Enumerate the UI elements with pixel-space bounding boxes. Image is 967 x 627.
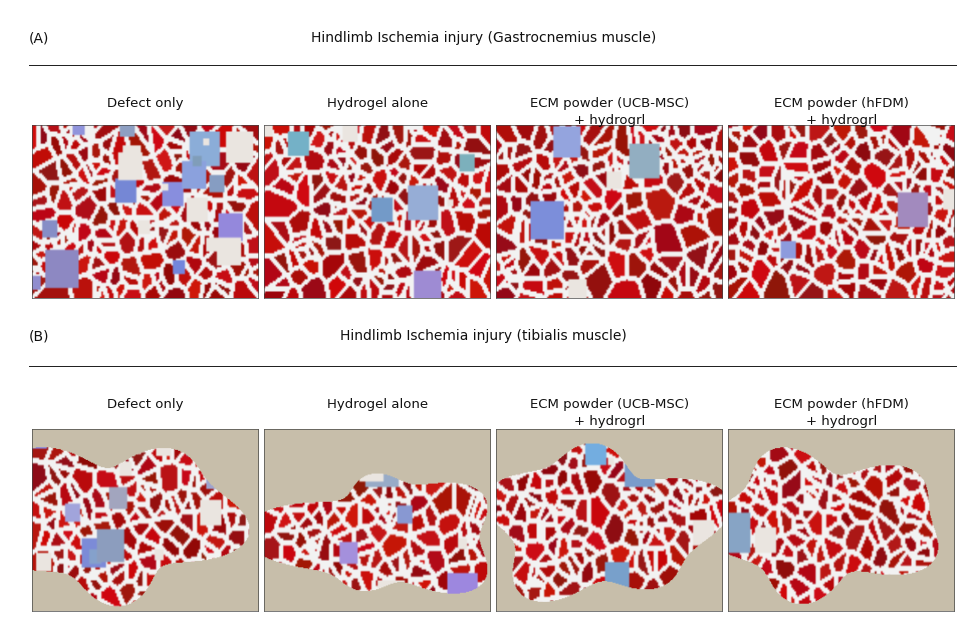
Text: Defect only: Defect only [106,97,184,110]
Text: Hindlimb Ischemia injury (tibialis muscle): Hindlimb Ischemia injury (tibialis muscl… [340,329,627,343]
Text: Hydrogel alone: Hydrogel alone [327,97,427,110]
Text: (B): (B) [29,329,49,343]
Text: (A): (A) [29,31,49,45]
Text: Hindlimb Ischemia injury (Gastrocnemius muscle): Hindlimb Ischemia injury (Gastrocnemius … [310,31,657,45]
Text: ECM powder (UCB-MSC)
+ hydrogrl: ECM powder (UCB-MSC) + hydrogrl [530,97,689,127]
Text: ECM powder (hFDM)
+ hydrogrl: ECM powder (hFDM) + hydrogrl [774,97,909,127]
Text: ECM powder (hFDM)
+ hydrogrl: ECM powder (hFDM) + hydrogrl [774,398,909,428]
Text: ECM powder (UCB-MSC)
+ hydrogrl: ECM powder (UCB-MSC) + hydrogrl [530,398,689,428]
Text: Hydrogel alone: Hydrogel alone [327,398,427,411]
Text: Defect only: Defect only [106,398,184,411]
